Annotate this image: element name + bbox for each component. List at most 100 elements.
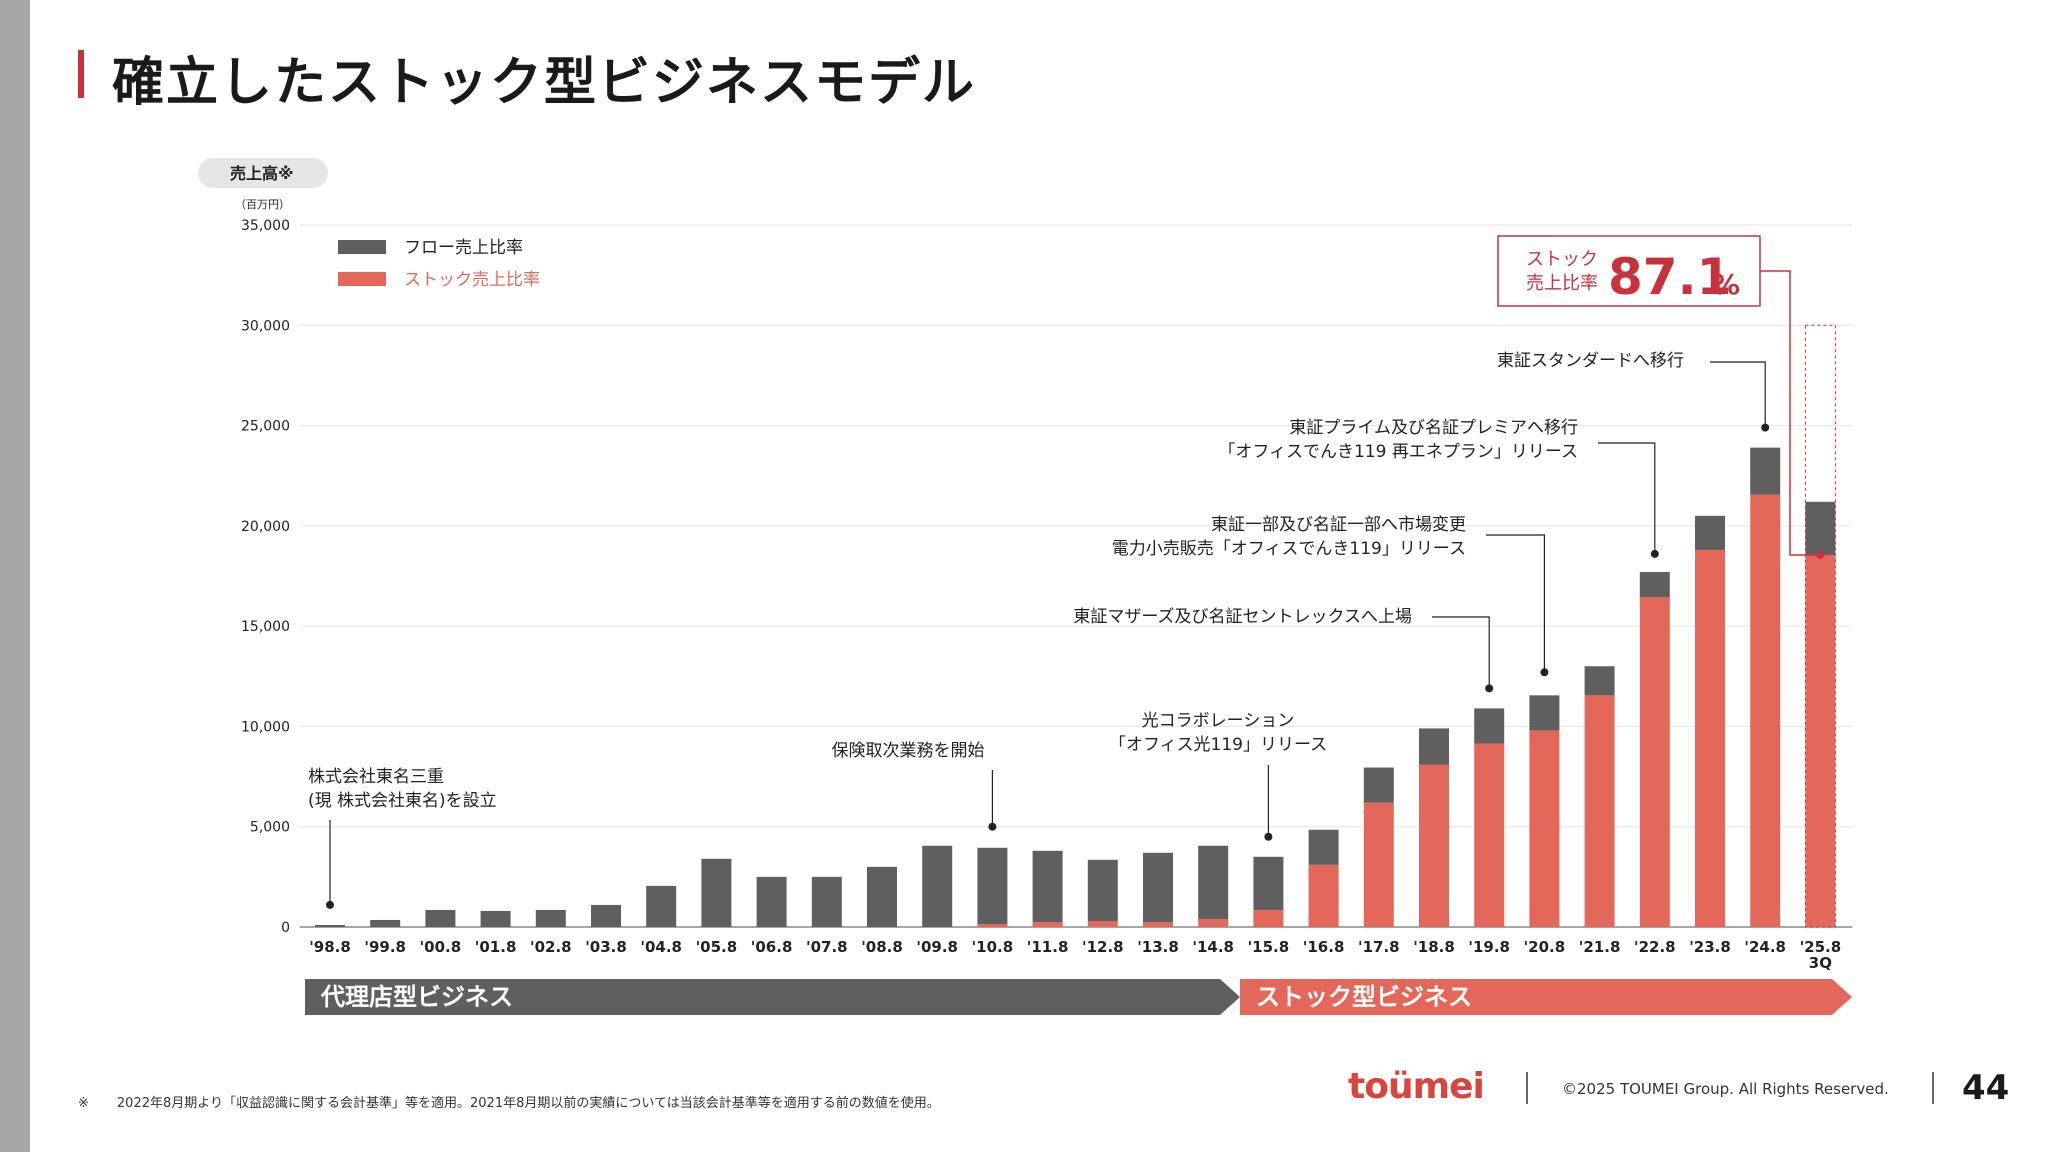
phase-arrow [1240, 979, 1852, 1015]
stock-ratio-callout-label: ストック [1526, 249, 1598, 270]
annotation-leader [1710, 361, 1766, 428]
y-axis-title-pill [198, 158, 328, 188]
x-tick-label: '00.8 [420, 938, 462, 956]
x-tick-label: '12.8 [1082, 938, 1124, 956]
bar-stock [1805, 554, 1836, 927]
bar-stock [1639, 597, 1670, 927]
y-tick-label: 10,000 [241, 719, 290, 735]
x-tick-label: '11.8 [1027, 938, 1069, 956]
x-tick-label: '04.8 [640, 938, 682, 956]
bar-flow [977, 847, 1008, 924]
bar-stock [977, 923, 1008, 927]
annotation-leader [1486, 534, 1546, 673]
bar-flow [1308, 829, 1339, 865]
bar-flow [1032, 850, 1063, 922]
bar-stock [1419, 764, 1449, 927]
annotation-text: 株式会社東名三重 [308, 767, 444, 787]
bar-flow [425, 909, 456, 927]
phase-arrow [305, 979, 1240, 1015]
y-tick-label: 15,000 [241, 619, 290, 635]
x-tick-label: '06.8 [751, 938, 793, 956]
footer-separator [1932, 1072, 1934, 1104]
legend-swatch [338, 240, 386, 254]
annotation-text: 東証プライム及び名証プレミアへ移行 [1289, 418, 1578, 438]
x-tick-label: '10.8 [972, 938, 1014, 956]
phase-label: 代理店型ビジネス [320, 983, 513, 1011]
stock-ratio-callout-label: 売上比率 [1526, 273, 1598, 294]
x-tick-label: '07.8 [806, 938, 848, 956]
annotation-text: 光コラボレーション [1142, 711, 1295, 731]
footnote-text: 2022年8月期より「収益認識に関する会計基準」等を適用。2021年8月期以前の… [116, 1096, 940, 1111]
x-tick-label: '24.8 [1744, 938, 1786, 956]
last-bar-highlight [1804, 324, 1836, 928]
left-edge-bar [0, 0, 30, 1152]
bar-stock [1087, 920, 1118, 927]
x-tick-label: '01.8 [475, 938, 517, 956]
bar-stock [1695, 549, 1725, 927]
x-tick-label: '18.8 [1413, 938, 1455, 956]
bar-flow [1198, 845, 1229, 919]
bar-stock [1584, 695, 1615, 927]
bar-stock [1529, 730, 1560, 927]
annotation-leader [1598, 442, 1656, 554]
page-number: 44 [1962, 1068, 2010, 1108]
bar-flow [1639, 571, 1670, 598]
annotation-dot [1485, 684, 1494, 693]
y-tick-label: 0 [281, 920, 290, 936]
x-tick-label: '08.8 [861, 938, 903, 956]
bar-flow [1805, 501, 1836, 555]
bar-stock [1198, 918, 1229, 927]
bar-stock [1253, 909, 1284, 927]
annotation-dot [988, 822, 997, 831]
bar-flow [370, 919, 401, 927]
y-tick-label: 35,000 [241, 218, 290, 234]
x-tick-label: '15.8 [1248, 938, 1290, 956]
bar-flow [1529, 695, 1560, 731]
callout-connector-dot [1816, 550, 1825, 559]
bar-flow [1474, 708, 1505, 744]
x-tick-label: '09.8 [916, 938, 958, 956]
bar-flow [1143, 852, 1173, 922]
bar-flow [922, 845, 953, 927]
bar-flow [535, 909, 566, 927]
bar-flow [811, 876, 842, 927]
y-tick-label: 30,000 [241, 318, 290, 334]
legend-label: フロー売上比率 [404, 238, 523, 258]
annotation-leader [1432, 616, 1490, 689]
bar-flow [1253, 856, 1284, 910]
annotation-text: 電力小売販売「オフィスでんき119」リリース [1112, 539, 1466, 559]
bar-stock [1474, 743, 1505, 927]
bar-flow [867, 866, 897, 927]
annotation-text: (現 株式会社東名)を設立 [308, 791, 497, 811]
y-tick-label: 5,000 [250, 820, 290, 836]
x-tick-label: '03.8 [585, 938, 627, 956]
annotation-text: 保険取次業務を開始 [832, 741, 985, 761]
bar-flow [315, 924, 345, 927]
bar-stock [1032, 921, 1063, 927]
x-tick-label: '22.8 [1634, 938, 1676, 956]
company-logo: toümei [1348, 1066, 1485, 1107]
bar-stock [1750, 494, 1781, 927]
x-tick-label: '14.8 [1192, 938, 1234, 956]
annotation-dot [1761, 423, 1770, 432]
title-accent-bar [78, 50, 84, 98]
x-tick-label: '98.8 [309, 938, 351, 956]
bar-flow [646, 885, 677, 927]
footnote: ※ 2022年8月期より「収益認識に関する会計基準」等を適用。2021年8月期以前… [78, 1092, 940, 1111]
annotation-text: 東証スタンダードへ移行 [1497, 351, 1684, 371]
annotation-text: 東証一部及び名証一部へ市場変更 [1211, 515, 1466, 535]
bar-flow [1584, 666, 1615, 696]
bar-flow [1695, 515, 1725, 550]
annotation-text: 「オフィスでんき119 再エネプラン」リリース [1218, 442, 1578, 462]
stock-ratio-callout-value: 87.1 [1608, 248, 1731, 306]
legend-swatch [338, 272, 386, 286]
x-tick-label: '23.8 [1689, 938, 1731, 956]
x-tick-label: '17.8 [1358, 938, 1400, 956]
copyright: ©2025 TOUMEI Group. All Rights Reserved. [1562, 1080, 1889, 1098]
bar-flow [480, 910, 511, 927]
y-tick-label: 20,000 [241, 519, 290, 535]
y-axis-title: 売上高※ [230, 164, 294, 183]
phase-label: ストック型ビジネス [1256, 983, 1472, 1011]
annotation-dot [326, 900, 334, 909]
